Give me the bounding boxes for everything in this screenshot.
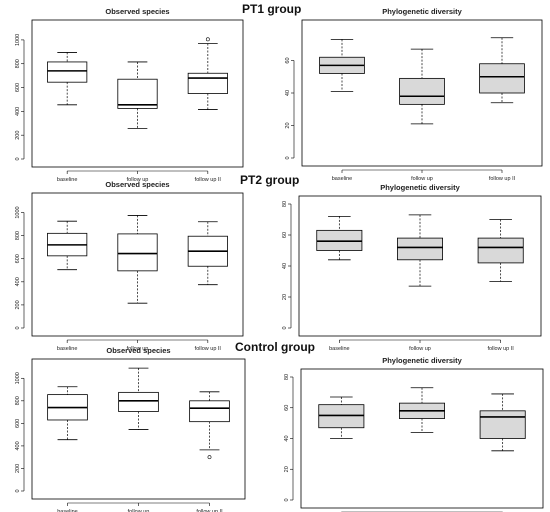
y-tick-label: 800 [15, 396, 21, 405]
box-2 [397, 237, 443, 261]
y-tick-label: 40 [282, 263, 288, 269]
y-tick-label: 400 [15, 277, 21, 286]
y-tick-label: 1000 [15, 206, 21, 218]
outlier-point [207, 455, 212, 460]
chart-title: Observed species [106, 346, 170, 355]
y-tick-label: 20 [282, 294, 288, 300]
y-tick-label: 60 [284, 405, 290, 411]
y-tick-label: 600 [15, 254, 21, 263]
y-tick-label: 80 [282, 201, 288, 207]
box-1 [47, 61, 88, 83]
y-tick-label: 0 [282, 326, 288, 329]
box-2 [118, 391, 159, 412]
y-tick-label: 600 [15, 419, 21, 428]
x-tick-label: follow up II [196, 509, 223, 512]
box-2 [399, 77, 445, 105]
y-tick-label: 1000 [15, 372, 21, 384]
box-3 [187, 72, 228, 94]
y-tick-label: 0 [15, 157, 21, 160]
x-tick-label: baseline [332, 176, 353, 182]
x-tick-label: follow up II [489, 176, 516, 182]
chart-pt1-observed-species: Observed species 0 200 400 600 800 1000 baselin… [0, 0, 245, 183]
x-tick-label: follow up [411, 176, 433, 182]
y-tick-label: 600 [15, 83, 21, 92]
chart-svg: Phylogenetic diversity020406080baselinef… [284, 356, 544, 512]
y-tick-label: 0 [15, 489, 21, 492]
box-3 [479, 410, 526, 439]
x-tick-label: follow up [127, 346, 149, 352]
y-tick-label: 800 [15, 231, 21, 240]
y-tick-label: 400 [15, 107, 21, 116]
y-tick-label: 60 [282, 232, 288, 238]
y-tick-label: 60 [285, 57, 291, 63]
y-tick-label: 80 [284, 374, 290, 380]
plot-frame [31, 192, 244, 337]
y-tick-label: 1000 [15, 34, 21, 46]
chart-title: Observed species [105, 7, 169, 16]
plot-frame [31, 19, 244, 168]
box-2 [117, 78, 158, 109]
y-tick-label: 40 [284, 435, 290, 441]
box-3 [189, 400, 230, 423]
chart-pt2-observed-species: Observed species 0 200 400 600 800 1000 baselin… [0, 171, 245, 352]
x-tick-label: follow up [409, 346, 431, 352]
plot-frame [31, 358, 246, 500]
y-tick-label: 200 [15, 300, 21, 309]
x-tick-label: baseline [329, 346, 350, 352]
group-title-control: Control group [235, 340, 315, 354]
x-tick-label: follow up II [195, 346, 222, 352]
x-tick-label: baseline [57, 177, 78, 183]
x-tick-label: baseline [57, 509, 78, 512]
plot-frame [298, 195, 542, 337]
x-tick-label: follow up [127, 177, 149, 183]
group-title-pt2: PT2 group [240, 173, 300, 187]
chart-svg: Phylogenetic diversity 0 20 40 60 baseline fol… [285, 7, 543, 182]
y-tick-label: 400 [15, 441, 21, 450]
chart-pt1-phylogenetic-diversity: Phylogenetic diversity 0 20 40 60 baseline fol… [285, 0, 545, 182]
chart-title: Phylogenetic diversity [382, 7, 462, 16]
y-tick-label: 40 [285, 90, 291, 96]
y-tick-label: 0 [285, 156, 291, 159]
chart-svg: Observed species 0 200 400 600 800 1000 baselin… [15, 346, 246, 512]
box-3 [479, 63, 525, 94]
chart-title: Phylogenetic diversity [382, 356, 462, 365]
chart-control-observed-species: Observed species 0 200 400 600 800 1000 baselin… [0, 341, 247, 512]
chart-svg: Observed species 0 200 400 600 800 1000 baselin… [15, 180, 244, 352]
box-3 [477, 237, 524, 264]
group-title-pt1: PT1 group [242, 2, 302, 16]
y-tick-label: 0 [15, 326, 21, 329]
box-2 [117, 233, 158, 272]
y-tick-label: 800 [15, 59, 21, 68]
chart-svg: Observed species 0 200 400 600 800 1000 baselin… [15, 7, 244, 183]
chart-title: Observed species [105, 180, 169, 189]
outlier-point [205, 37, 210, 42]
x-tick-label: baseline [57, 346, 78, 352]
x-tick-label: follow up II [195, 177, 222, 183]
y-tick-label: 200 [15, 131, 21, 140]
chart-title: Phylogenetic diversity [380, 183, 460, 192]
plot-frame [300, 368, 544, 509]
plot-frame [301, 19, 543, 167]
x-tick-label: follow up [128, 509, 150, 512]
y-tick-label: 20 [285, 122, 291, 128]
y-tick-label: 20 [284, 466, 290, 472]
chart-svg: Phylogenetic diversity 0 20 40 60 80 baseline f… [282, 183, 542, 352]
y-tick-label: 200 [15, 464, 21, 473]
y-tick-label: 0 [284, 498, 290, 501]
chart-pt2-phylogenetic-diversity: Phylogenetic diversity 0 20 40 60 80 baseline f… [282, 171, 545, 352]
chart-control-phylogenetic-diversity: Phylogenetic diversity 0 20 40 60 80 baseline f… [284, 346, 546, 512]
x-tick-label: follow up II [488, 346, 515, 352]
